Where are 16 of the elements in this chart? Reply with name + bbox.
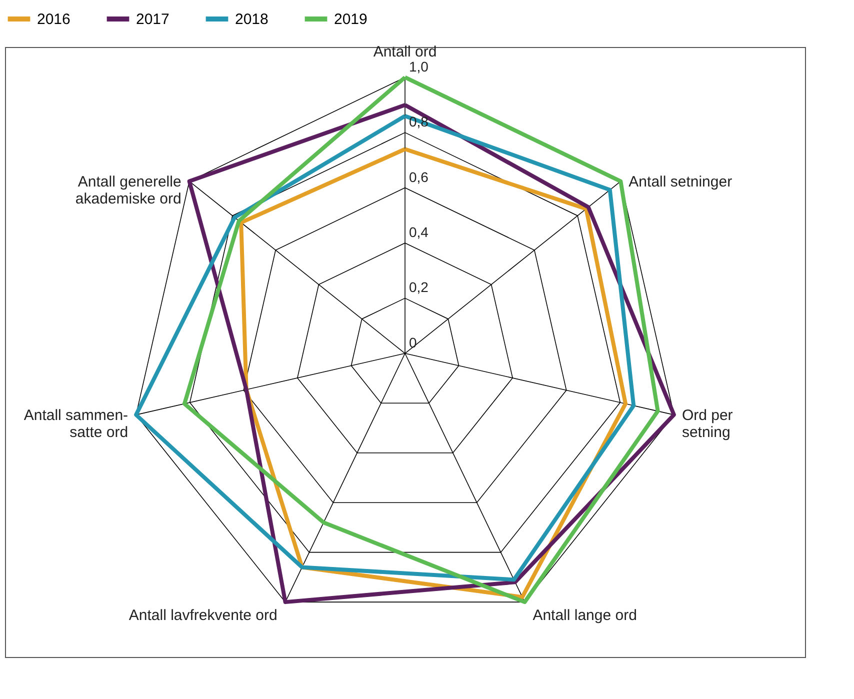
legend-label: 2018 <box>235 11 268 28</box>
spoke-label: Antall lavfrekvente ord <box>128 607 278 624</box>
y-tick-label: 0,6 <box>409 168 429 185</box>
y-tick-label: 0,4 <box>409 224 429 240</box>
spoke-label: Antall lange ord <box>532 607 637 624</box>
spoke-label: Antall setninger <box>628 173 732 190</box>
spoke-label: Antall ord <box>373 43 437 60</box>
spoke-label: Antall sammen- satte ord <box>24 406 128 441</box>
legend-label: 2019 <box>334 11 368 28</box>
spoke-label: Ord per setning <box>682 406 733 441</box>
legend-label: 2016 <box>37 11 70 28</box>
legend-label: 2017 <box>136 11 170 28</box>
y-tick-label: 0 <box>409 334 417 350</box>
y-tick-label: 1,0 <box>409 58 429 74</box>
spoke-label: Antall generelle akademiske ord <box>75 173 182 208</box>
y-tick-label: 0,2 <box>409 279 429 296</box>
